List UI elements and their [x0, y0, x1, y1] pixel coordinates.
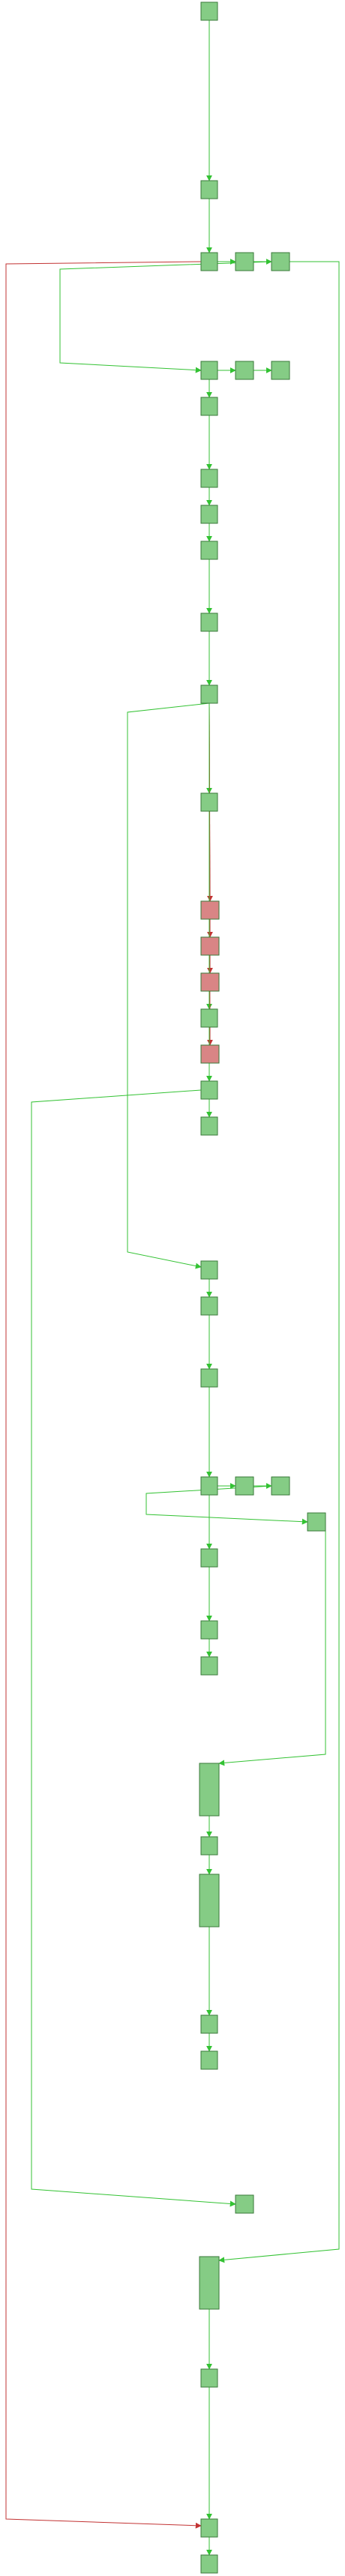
error-node-e1[interactable] [200, 900, 220, 920]
flow-node-n7[interactable] [200, 505, 218, 524]
flow-edge-n3c-n4 [59, 261, 272, 373]
flow-node-n17[interactable] [200, 1368, 218, 1388]
flow-node-n5[interactable] [200, 397, 218, 416]
flow-node-n15[interactable] [200, 1260, 218, 1280]
flow-node-n20[interactable] [200, 1620, 218, 1640]
error-edge-n3-n30 [5, 261, 202, 2529]
flow-node-n19[interactable] [200, 1548, 218, 1568]
flow-node-n26[interactable] [200, 2050, 218, 2070]
flow-node-n24[interactable] [199, 1874, 220, 1928]
flow-node-n23[interactable] [200, 1836, 218, 1856]
flow-edge-n13-n27 [31, 1089, 236, 2207]
node-layer [199, 1, 326, 2574]
flow-node-n3c[interactable] [271, 252, 290, 271]
flow-node-n18d[interactable] [307, 1512, 326, 1532]
flow-edge-n10-n15 [127, 702, 210, 1269]
flow-node-n8[interactable] [200, 541, 218, 560]
flow-node-n18b[interactable] [235, 1476, 254, 1496]
flow-edge-n18d-n22 [218, 1522, 326, 1766]
flow-node-n3b[interactable] [235, 252, 254, 271]
error-node-e3[interactable] [200, 972, 220, 992]
flow-node-n9[interactable] [200, 613, 218, 632]
flow-node-n6[interactable] [200, 469, 218, 488]
flow-node-n10[interactable] [200, 684, 218, 704]
flow-node-n18c[interactable] [271, 1476, 290, 1496]
flow-node-n14[interactable] [200, 1116, 218, 1136]
flow-node-n1[interactable] [200, 1, 218, 21]
flow-node-n30[interactable] [200, 2518, 218, 2538]
error-node-e2[interactable] [200, 936, 220, 956]
flow-node-n22[interactable] [199, 1763, 220, 1817]
flow-node-n11[interactable] [200, 792, 218, 812]
flow-node-n4[interactable] [200, 361, 218, 380]
flow-node-n16[interactable] [200, 1296, 218, 1316]
flow-node-n29[interactable] [200, 2368, 218, 2388]
flow-node-n28[interactable] [199, 2256, 220, 2310]
flow-node-n3[interactable] [200, 252, 218, 271]
flow-node-n4b[interactable] [235, 361, 254, 380]
flow-node-n27[interactable] [235, 2194, 254, 2214]
flow-node-n31[interactable] [200, 2554, 218, 2574]
flow-node-n25[interactable] [200, 2014, 218, 2034]
flow-node-n21[interactable] [200, 1656, 218, 1676]
flow-node-n13[interactable] [200, 1080, 218, 1100]
flow-node-n12[interactable] [200, 1008, 218, 1028]
flow-node-n4c[interactable] [271, 361, 290, 380]
error-node-e4[interactable] [200, 1044, 220, 1064]
edge-layer [5, 20, 340, 2556]
flow-node-n18[interactable] [200, 1476, 218, 1496]
flow-node-n2[interactable] [200, 180, 218, 199]
flow-edge-n3c-n28 [218, 261, 340, 2263]
